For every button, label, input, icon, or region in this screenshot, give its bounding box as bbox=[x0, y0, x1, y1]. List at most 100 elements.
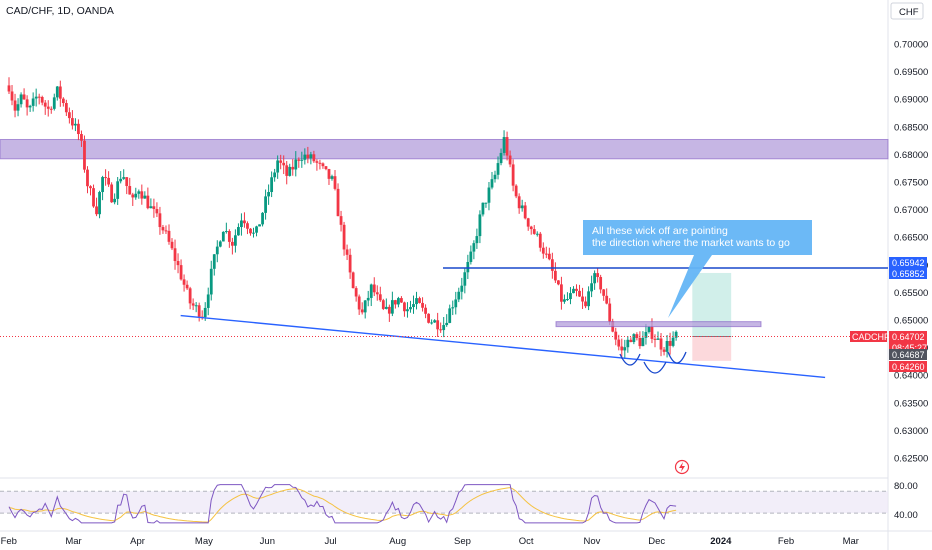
time-tick-label: Dec bbox=[648, 536, 665, 547]
candle-body bbox=[550, 259, 554, 271]
rsi-level-upper: 80.00 bbox=[894, 481, 918, 492]
candle-body bbox=[77, 123, 80, 135]
candle-body bbox=[64, 103, 68, 113]
candle-body bbox=[644, 331, 648, 338]
candle-body bbox=[330, 176, 334, 179]
price-tick-label: 0.62500 bbox=[894, 454, 928, 465]
candle-body bbox=[451, 307, 455, 309]
candle-body bbox=[321, 163, 325, 167]
candle-body bbox=[608, 303, 612, 322]
price-tick-label: 0.63500 bbox=[894, 398, 928, 409]
candle-body bbox=[487, 187, 491, 203]
time-axis[interactable]: Feb Mar Apr May Jun Jul Aug Sep Oct Nov Dec 2024 Feb… bbox=[1, 536, 859, 547]
candle-body bbox=[58, 86, 62, 99]
candle-body bbox=[7, 85, 11, 92]
candle-body bbox=[224, 231, 228, 233]
price-tag-last: 0.64702 08:45:27 bbox=[889, 331, 927, 353]
candle-body bbox=[86, 169, 89, 187]
candle-body bbox=[629, 339, 633, 343]
svg-text:0.64260: 0.64260 bbox=[892, 362, 925, 372]
candle-body bbox=[237, 227, 240, 236]
svg-text:CADCHF: CADCHF bbox=[852, 332, 890, 342]
candle-body bbox=[255, 226, 258, 233]
candle-body bbox=[348, 254, 352, 273]
candle-body bbox=[291, 166, 295, 170]
rsi-band bbox=[0, 491, 888, 514]
candle-body bbox=[538, 233, 542, 248]
candle-body bbox=[460, 285, 464, 292]
callout-bubble bbox=[583, 220, 812, 318]
time-tick-label: Feb bbox=[1, 536, 17, 547]
candle-body bbox=[285, 165, 289, 176]
candle-body bbox=[351, 272, 355, 289]
candle-body bbox=[523, 205, 527, 219]
candle-body bbox=[161, 227, 165, 231]
candle-body bbox=[560, 284, 563, 302]
price-tag-symbol: CADCHF bbox=[850, 331, 890, 342]
candle-body bbox=[378, 294, 382, 301]
candle-body bbox=[67, 112, 71, 119]
candle-body bbox=[617, 339, 621, 347]
candle-body bbox=[164, 230, 168, 232]
candle-body bbox=[218, 241, 222, 247]
candle-body bbox=[61, 98, 65, 104]
candle-body bbox=[581, 296, 584, 302]
candle-body bbox=[107, 177, 111, 185]
svg-text:0.64702: 0.64702 bbox=[892, 332, 925, 342]
svg-text:0.64687: 0.64687 bbox=[892, 350, 925, 360]
candle-body bbox=[209, 268, 213, 295]
candle-body bbox=[197, 305, 201, 317]
candle-body bbox=[89, 186, 92, 189]
candle-body bbox=[113, 198, 117, 203]
candle-body bbox=[578, 290, 581, 297]
candle-body bbox=[502, 137, 506, 153]
candle-body bbox=[569, 293, 572, 300]
candle-body bbox=[116, 181, 120, 199]
candle-body bbox=[104, 177, 107, 179]
candle-body bbox=[674, 331, 678, 338]
lightning-icon[interactable] bbox=[674, 459, 690, 475]
candle-body bbox=[638, 338, 642, 347]
candle-body bbox=[194, 305, 198, 307]
svg-text:08:45:27: 08:45:27 bbox=[892, 343, 927, 353]
rsi-pane bbox=[0, 484, 888, 524]
currency-button[interactable] bbox=[890, 2, 924, 20]
candle-body bbox=[80, 134, 83, 141]
candle-body bbox=[70, 118, 74, 126]
candle-body bbox=[650, 326, 654, 339]
candle-body bbox=[514, 185, 518, 197]
candle-body bbox=[315, 161, 319, 163]
candle-body bbox=[499, 152, 503, 164]
candle-body bbox=[288, 166, 292, 176]
candle-body bbox=[372, 284, 376, 293]
price-tick-label: 0.65000 bbox=[894, 316, 928, 327]
candle-body bbox=[354, 288, 358, 297]
price-tick-label: 0.67500 bbox=[894, 178, 928, 189]
candle-body bbox=[526, 218, 530, 227]
candle-body bbox=[472, 243, 476, 252]
candle-body bbox=[409, 307, 412, 310]
candle-body bbox=[596, 273, 600, 278]
candle-body bbox=[303, 154, 307, 160]
candle-body bbox=[173, 248, 177, 262]
candle-body bbox=[593, 273, 597, 284]
candle-body bbox=[442, 325, 446, 331]
time-tick-label: Sep bbox=[454, 536, 471, 547]
price-tick-label: 0.65500 bbox=[894, 288, 928, 299]
candle-body bbox=[457, 291, 461, 300]
candle-body bbox=[273, 172, 277, 178]
time-tick-label: Nov bbox=[584, 536, 601, 547]
price-tag-blue-bottom: 0.65852 bbox=[889, 268, 927, 279]
candle-body bbox=[366, 297, 370, 301]
candle-body bbox=[430, 322, 434, 324]
callout-annotation[interactable]: All these wick off are pointing the dire… bbox=[583, 220, 812, 318]
candle-body bbox=[466, 261, 470, 273]
candle-body bbox=[297, 159, 301, 161]
candle-body bbox=[246, 223, 249, 229]
candle-body bbox=[43, 102, 47, 107]
candle-body bbox=[415, 298, 418, 305]
candle-body bbox=[587, 291, 590, 307]
candle-body bbox=[490, 179, 494, 188]
candle-body bbox=[170, 241, 174, 249]
